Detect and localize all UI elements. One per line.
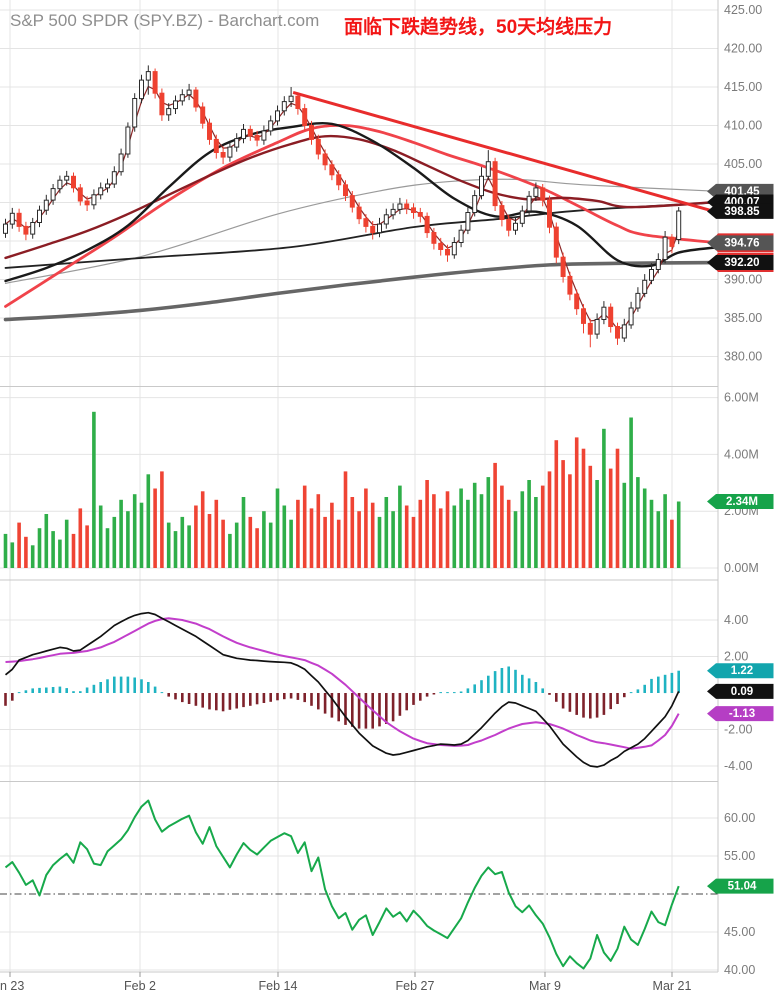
rsi-axis-label: 40.00 (724, 963, 755, 977)
macd-axis-label: -2.00 (724, 723, 753, 737)
candlesticks (3, 65, 682, 348)
macd-axis-label: 2.00 (724, 650, 748, 664)
rsi-axis-label: 45.00 (724, 925, 755, 939)
x-axis-label: Mar 21 (653, 979, 692, 993)
price-axis-label: 425.00 (724, 3, 762, 17)
badge-label: 51.04 (728, 881, 757, 893)
macd-signal-line (5, 617, 680, 750)
downtrend-line (292, 90, 719, 214)
ma-value-badge (707, 235, 774, 251)
macd-axis-label: 4.00 (724, 613, 748, 627)
macd-histogram (4, 666, 680, 729)
price-axis-label: 390.00 (724, 273, 762, 287)
volume-axis-label: 0.00M (724, 561, 759, 575)
macd-badge (707, 683, 774, 699)
ma-long-thin-gray (4, 178, 719, 284)
macd-axis-label: -4.00 (724, 759, 753, 773)
price-axis-label: 410.00 (724, 119, 762, 133)
volume-bars (3, 411, 681, 568)
badge-label: 2.34M (726, 496, 758, 508)
badge-label: 0.09 (731, 686, 753, 698)
ma-20-black (4, 122, 720, 283)
price-axis-label: 420.00 (724, 42, 762, 56)
price-axis-label: 385.00 (724, 311, 762, 325)
macd-badge (707, 706, 774, 722)
price-axis-label: 415.00 (724, 80, 762, 94)
ma-fast-dark-red (5, 85, 680, 330)
x-axis-label: Feb 14 (259, 979, 298, 993)
ma-50-maroon (4, 134, 720, 260)
badge-label: 392.20 (724, 257, 759, 269)
annotation-text: 面临下跌趋势线，50天均线压力 (344, 17, 613, 38)
ma-pink-red (4, 123, 720, 308)
x-axis-label: Mar 9 (529, 979, 561, 993)
ma-value-badge (707, 255, 774, 271)
ma-200-thick-gray (3, 260, 720, 322)
rsi-axis-label: 60.00 (724, 811, 755, 825)
badge-label: 394.76 (724, 237, 759, 249)
x-axis-label: n 23 (0, 979, 24, 993)
badge-label: -1.13 (729, 708, 755, 720)
badge-label: 398.85 (724, 206, 760, 218)
x-axis-label: Feb 27 (396, 979, 435, 993)
macd-badge (707, 663, 774, 679)
volume-badge (707, 494, 774, 510)
macd-line (4, 611, 680, 768)
chart-title: S&P 500 SPDR (SPY.BZ) - Barchart.com (10, 11, 320, 30)
volume-axis-label: 6.00M (724, 391, 759, 405)
last-price-badge (707, 203, 774, 219)
x-axis-label: Feb 2 (124, 979, 156, 993)
price-axis-label: 405.00 (724, 157, 762, 171)
rsi-badge (707, 878, 774, 894)
price-axis-label: 380.00 (724, 350, 762, 364)
volume-axis-label: 4.00M (724, 447, 759, 461)
badge-label: 1.22 (731, 665, 753, 677)
rsi-line (4, 799, 680, 970)
rsi-axis-label: 55.00 (724, 849, 755, 863)
